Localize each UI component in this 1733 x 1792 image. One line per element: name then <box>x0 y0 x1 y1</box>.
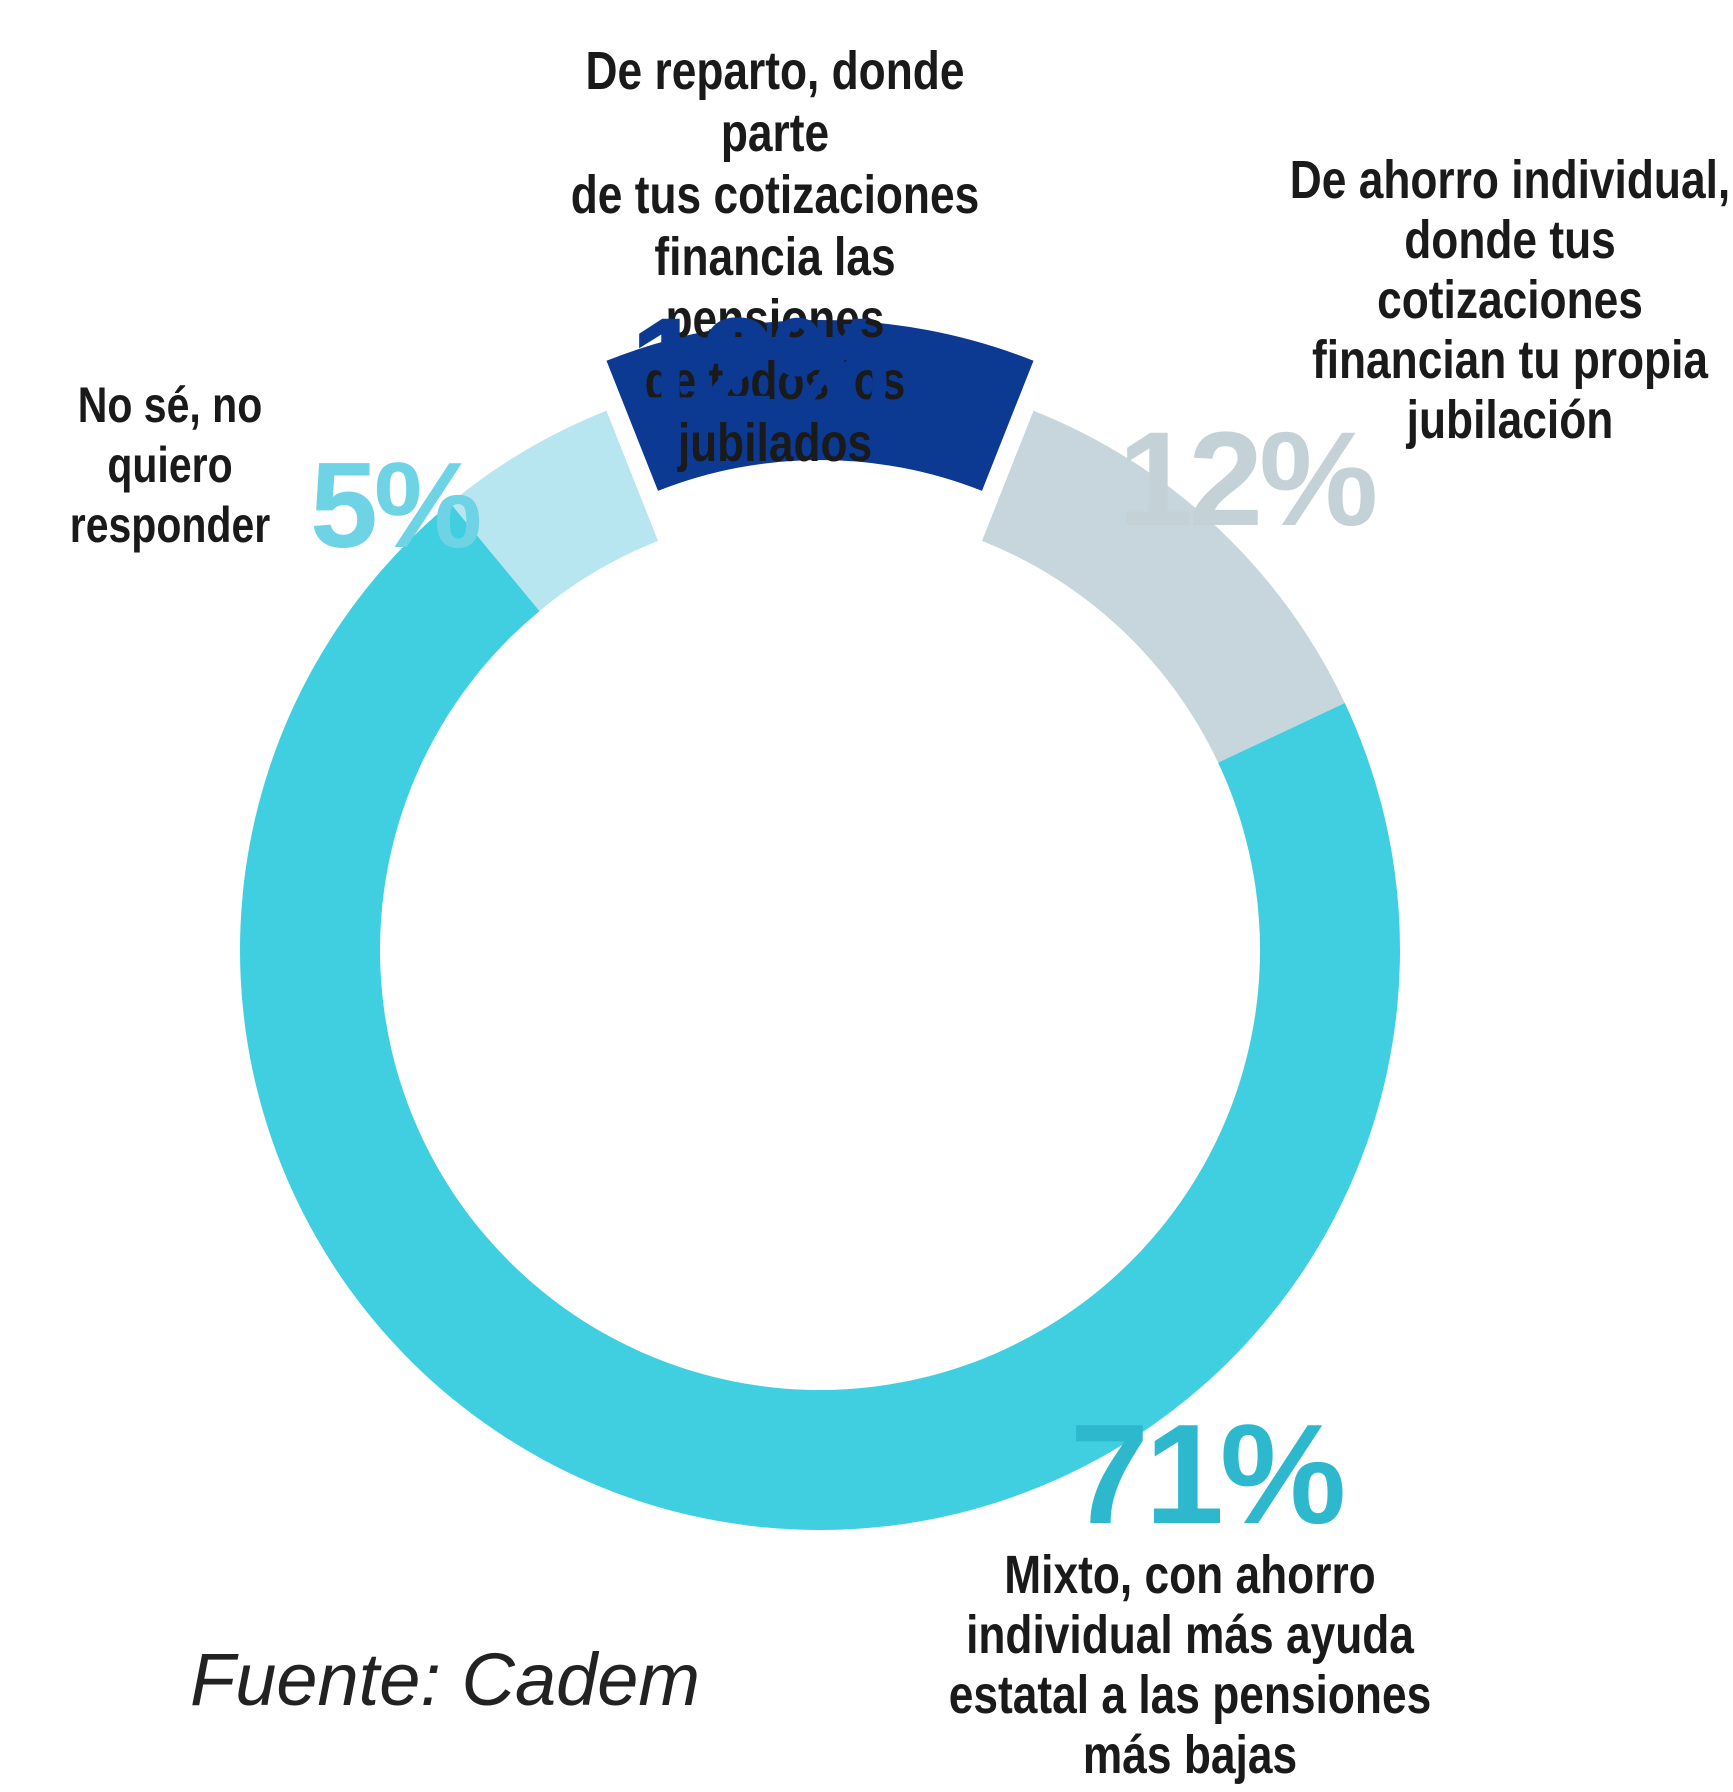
source-note: Fuente: Cadem <box>190 1638 701 1721</box>
slice-ahorro-individual <box>981 410 1345 763</box>
pct-ahorro-individual: 12% <box>1118 405 1378 554</box>
pct-no-se: 5% <box>310 437 482 573</box>
label-no-se: No sé, no quiero responder <box>69 377 271 553</box>
donut-slices <box>240 320 1400 1531</box>
pct-mixto: 71% <box>1070 1395 1346 1554</box>
slice-reparto <box>606 320 1034 491</box>
pct-reparto: 12% <box>630 291 890 440</box>
label-mixto: Mixto, con ahorro individual más ayuda e… <box>948 1545 1432 1785</box>
slice-no-se <box>450 410 659 611</box>
label-reparto: De reparto, donde parte de tus cotizacio… <box>570 41 980 473</box>
slice-mixto <box>240 503 1400 1531</box>
label-ahorro-individual: De ahorro individual, donde tus cotizaci… <box>1289 150 1731 450</box>
